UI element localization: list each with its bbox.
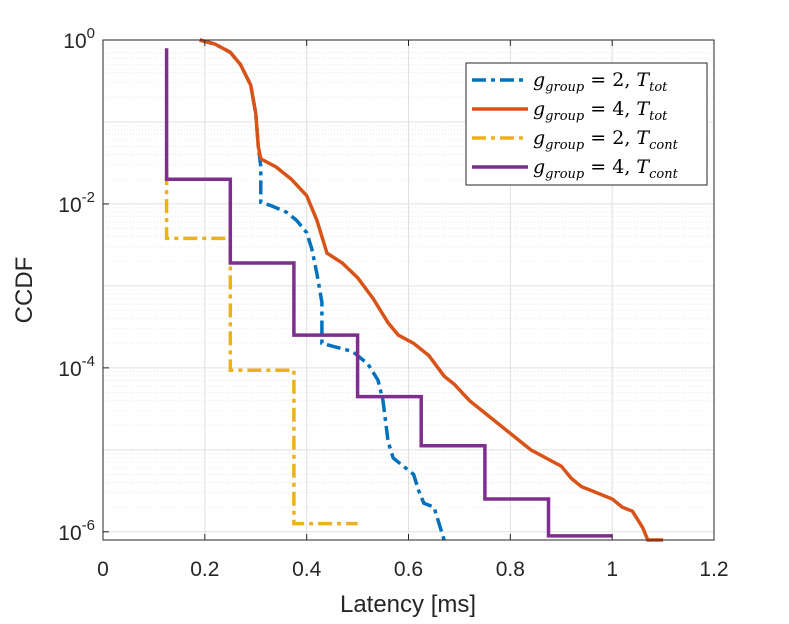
x-tick-label: 1.2 [699,558,728,581]
grid [103,40,714,540]
legend-label-2: ggroup = 4, Ttot [533,98,668,124]
x-tick-label: 0 [97,558,109,581]
y-tick-label: 10-2 [58,189,95,217]
legend-label-3: ggroup = 2, Tcont [533,127,679,153]
x-tick-label: 0.8 [496,558,525,581]
y-ticks: 100 10-2 10-4 10-6 [58,25,109,545]
series-lines [164,38,664,542]
y-tick-label: 10-6 [58,517,95,545]
series-line-4 [164,48,613,538]
x-tick-label: 0.4 [292,558,322,581]
y-axis-label: CCDF [11,257,38,324]
x-tick-label: 1 [606,558,618,581]
legend-label-4: ggroup = 4, Tcont [533,156,679,182]
legend: ggroup = 2, Ttot ggroup = 4, Ttot ggroup =… [465,62,708,186]
x-ticks: 0 0.2 0.4 0.6 0.8 1 1.2 [97,40,729,581]
series-line-3 [164,171,358,526]
y-tick-label: 10-4 [58,353,95,381]
series-line-2 [199,38,664,542]
series-line-1 [199,38,446,541]
y-tick-label: 100 [63,25,95,53]
legend-label-1: ggroup = 2, Ttot [533,69,668,95]
legend-box [465,62,708,186]
x-tick-label: 0.2 [190,558,219,581]
x-axis-label: Latency [ms] [340,591,476,618]
x-tick-label: 0.6 [394,558,423,581]
